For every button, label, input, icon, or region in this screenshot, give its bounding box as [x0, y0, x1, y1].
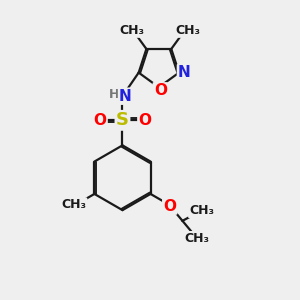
Text: S: S [116, 111, 129, 129]
Text: CH₃: CH₃ [119, 24, 144, 37]
Text: O: O [138, 113, 152, 128]
Text: CH₃: CH₃ [189, 204, 214, 217]
Text: CH₃: CH₃ [175, 24, 200, 37]
Text: O: O [154, 83, 167, 98]
Text: CH₃: CH₃ [61, 199, 86, 212]
Text: H: H [109, 88, 119, 101]
Text: CH₃: CH₃ [185, 232, 210, 245]
Text: N: N [119, 89, 132, 104]
Text: O: O [94, 113, 106, 128]
Text: N: N [178, 65, 191, 80]
Text: O: O [163, 199, 176, 214]
